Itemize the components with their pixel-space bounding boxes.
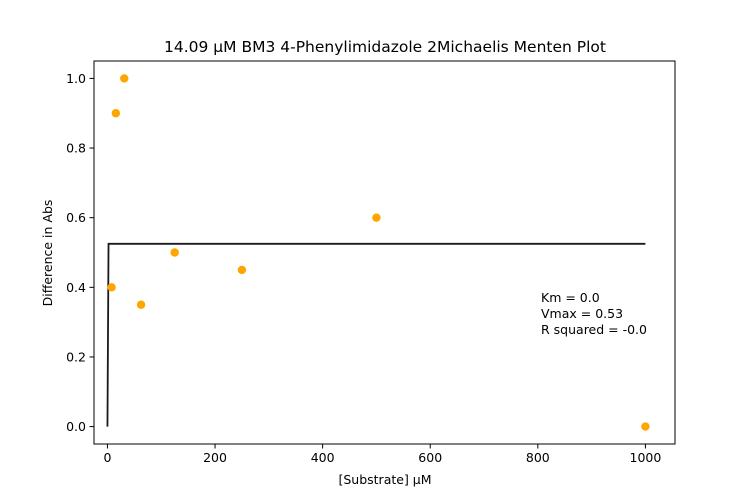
x-axis-label: [Substrate] µM [338, 472, 431, 487]
y-tick-label: 0.6 [66, 210, 86, 225]
data-point [372, 213, 381, 222]
fit-annotation: Vmax = 0.53 [541, 306, 623, 321]
data-point [136, 300, 146, 309]
plot-frame [93, 60, 676, 445]
data-point [641, 422, 650, 431]
y-tick-label: 0.2 [66, 349, 86, 364]
x-tick-label: 400 [311, 450, 335, 465]
data-point [170, 248, 179, 257]
fit-line [106, 242, 646, 427]
fit-annotation: Km = 0.0 [541, 290, 600, 305]
data-point [237, 265, 247, 275]
data-point [111, 109, 121, 118]
y-tick-label: 0.0 [66, 419, 86, 434]
x-tick-label: 1000 [630, 450, 662, 465]
data-point [107, 283, 116, 292]
x-tick-label: 800 [526, 450, 550, 465]
y-tick-label: 0.4 [66, 280, 86, 295]
plot-area: 0 200 400 600 800 1000 0.0 0.2 0.4 0.6 0.8 1.0 Km = … [66, 60, 676, 465]
y-axis-label: Difference in Abs [40, 200, 55, 307]
data-point [120, 74, 129, 83]
x-tick-label: 200 [203, 450, 227, 465]
fit-annotation: R squared = -0.0 [541, 322, 647, 337]
chart-title: 14.09 µM BM3 4-Phenylimidazole 2Michaeli… [164, 38, 606, 56]
y-tick-label: 0.8 [66, 141, 86, 156]
x-tick-label: 600 [418, 450, 442, 465]
y-tick-label: 1.0 [66, 71, 86, 86]
x-tick-label: 0 [103, 450, 111, 465]
